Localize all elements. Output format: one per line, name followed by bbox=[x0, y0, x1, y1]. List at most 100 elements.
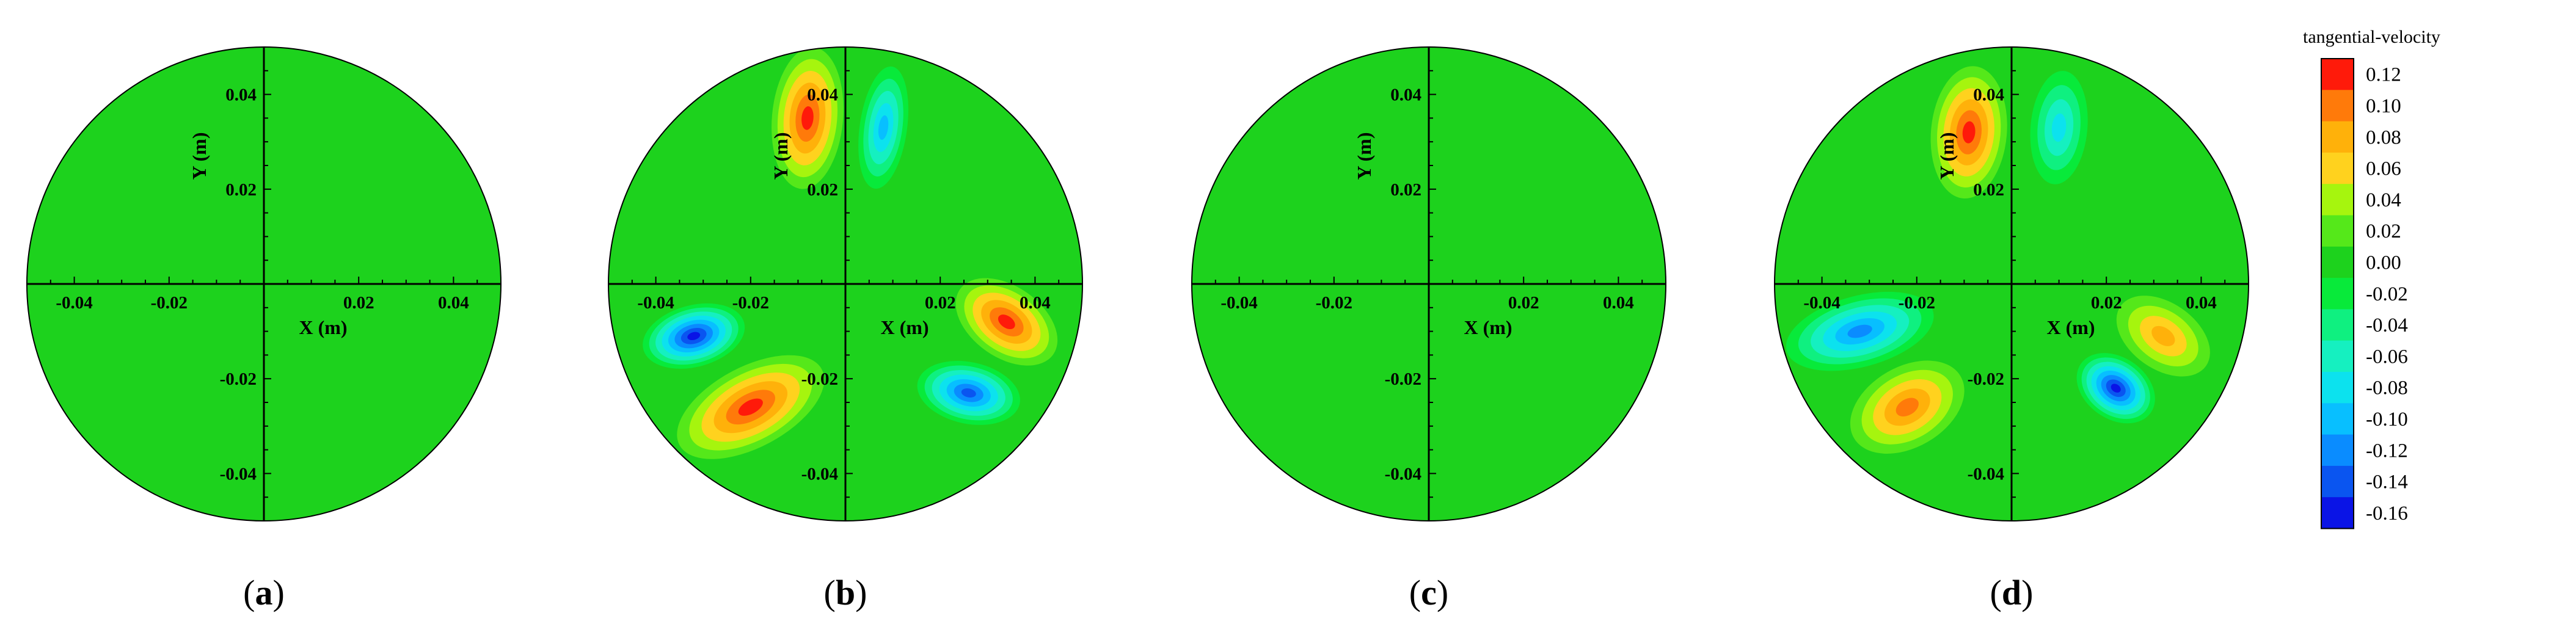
contour-level bbox=[2051, 113, 2067, 142]
colorbar-swatch bbox=[2321, 184, 2354, 216]
y-tick-label: 0.02 bbox=[225, 180, 257, 200]
panel-3: -0.04 -0.02 0.02 0.04 0.04 0.02 -0.02 -0.04 X (m… bbox=[1191, 46, 1666, 612]
panel-label-close: ) bbox=[2021, 573, 2033, 612]
panel-label: (d) bbox=[1990, 573, 2034, 612]
colorbar-tick-label: 0.06 bbox=[2366, 158, 2401, 180]
contour-field bbox=[1786, 66, 2210, 454]
colorbar-swatch bbox=[2321, 465, 2354, 498]
panel-2: -0.04 -0.02 0.02 0.04 0.04 0.02 -0.02 -0.04 X (m… bbox=[608, 46, 1083, 612]
y-tick-label: 0.04 bbox=[225, 85, 257, 105]
velocity-blob bbox=[2076, 353, 2155, 424]
panel-4: -0.04 -0.02 0.02 0.04 0.04 0.02 -0.02 -0.04 X (m… bbox=[1774, 46, 2249, 612]
colorbar-tick-label: -0.10 bbox=[2366, 409, 2408, 430]
colorbar-tick-label: -0.06 bbox=[2366, 346, 2408, 368]
colorbar-title: tangential-velocity bbox=[2303, 27, 2440, 47]
colorbar-swatch bbox=[2321, 215, 2354, 247]
colorbar-tick-label: 0.04 bbox=[2366, 189, 2401, 211]
panel-label: (c) bbox=[1409, 573, 1448, 612]
colorbar-swatch bbox=[2321, 403, 2354, 435]
x-tick-label: -0.02 bbox=[1316, 293, 1352, 313]
y-tick-label: -0.04 bbox=[1968, 464, 2004, 484]
y-tick-label: -0.02 bbox=[220, 369, 257, 389]
panel-label: (a) bbox=[243, 573, 285, 612]
velocity-blob bbox=[955, 278, 1058, 366]
x-tick-label: 0.02 bbox=[925, 293, 956, 313]
panel-label-close: ) bbox=[1437, 573, 1448, 612]
y-axis-label: Y (m) bbox=[1353, 133, 1375, 180]
x-tick-label: -0.04 bbox=[56, 293, 92, 313]
panel-label-close: ) bbox=[855, 573, 867, 612]
panel-label-letter: c bbox=[1421, 573, 1437, 612]
x-tick-label: -0.02 bbox=[732, 293, 769, 313]
colorbar-swatch bbox=[2321, 90, 2354, 122]
velocity-blob bbox=[643, 303, 745, 369]
velocity-blob bbox=[772, 47, 844, 189]
contour-level bbox=[1847, 324, 1872, 338]
velocity-blob bbox=[858, 66, 908, 189]
y-tick-label: -0.02 bbox=[801, 369, 838, 389]
velocity-blob bbox=[2116, 296, 2210, 377]
panel-label-open: ( bbox=[1990, 573, 2002, 612]
x-tick-label: 0.04 bbox=[1603, 293, 1634, 313]
contour-level bbox=[1896, 398, 1919, 417]
y-tick-label: 0.04 bbox=[1390, 85, 1421, 105]
panel-label-letter: d bbox=[2002, 573, 2021, 612]
velocity-blob bbox=[917, 361, 1020, 425]
colorbar-tick-label: -0.12 bbox=[2366, 440, 2408, 462]
colorbar-tick-label: -0.08 bbox=[2366, 377, 2408, 399]
contour-level bbox=[2151, 325, 2175, 346]
panel-label: (b) bbox=[824, 573, 867, 612]
panel-label-open: ( bbox=[243, 573, 255, 612]
y-tick-label: 0.02 bbox=[1390, 180, 1421, 200]
y-tick-label: 0.02 bbox=[1973, 180, 2004, 200]
y-tick-label: -0.04 bbox=[801, 464, 838, 484]
x-tick-label: 0.04 bbox=[2186, 293, 2217, 313]
x-tick-label: 0.04 bbox=[438, 293, 469, 313]
colorbar-swatch bbox=[2321, 152, 2354, 184]
x-axis-label: X (m) bbox=[1464, 316, 1512, 338]
x-tick-label: -0.04 bbox=[1220, 293, 1257, 313]
y-tick-label: 0.04 bbox=[1973, 85, 2004, 105]
x-tick-label: -0.04 bbox=[1803, 293, 1840, 313]
colorbar-swatch bbox=[2321, 340, 2354, 372]
y-tick-label: -0.04 bbox=[220, 464, 257, 484]
x-tick-label: -0.02 bbox=[1899, 293, 1935, 313]
panel-label-close: ) bbox=[273, 573, 285, 612]
velocity-blob bbox=[1786, 291, 1934, 371]
y-tick-label: -0.02 bbox=[1968, 369, 2004, 389]
x-tick-label: -0.04 bbox=[637, 293, 674, 313]
panel-label-letter: a bbox=[255, 573, 273, 612]
velocity-blob bbox=[677, 355, 825, 459]
colorbar-swatch bbox=[2321, 246, 2354, 278]
colorbar-swatch bbox=[2321, 278, 2354, 310]
y-axis-label: Y (m) bbox=[1936, 133, 1958, 180]
panel-label-open: ( bbox=[1409, 573, 1421, 612]
contour-level bbox=[878, 115, 889, 140]
colorbar: tangential-velocity 0.12 0.10 0.08 0.06 0.04 0… bbox=[2303, 27, 2440, 529]
colorbar-swatch bbox=[2321, 434, 2354, 467]
colorbar-tick-label: 0.00 bbox=[2366, 252, 2401, 274]
colorbar-tick-label: -0.16 bbox=[2366, 503, 2408, 525]
contour-level bbox=[2111, 383, 2121, 393]
x-tick-label: 0.02 bbox=[1508, 293, 1539, 313]
colorbar-swatch bbox=[2321, 59, 2354, 90]
y-tick-label: -0.02 bbox=[1385, 369, 1421, 389]
contour-level bbox=[687, 332, 701, 341]
panel-label-letter: b bbox=[836, 573, 855, 612]
contour-level bbox=[801, 106, 814, 130]
y-tick-label: -0.04 bbox=[1385, 464, 1421, 484]
x-axis-label: X (m) bbox=[2046, 316, 2095, 338]
colorbar-outline bbox=[2321, 58, 2354, 529]
colorbar-swatch bbox=[2321, 372, 2354, 404]
colorbar-tick-label: -0.14 bbox=[2366, 471, 2408, 493]
y-axis-label: Y (m) bbox=[770, 133, 792, 180]
velocity-blob bbox=[1930, 66, 2007, 199]
colorbar-tick-label: 0.12 bbox=[2366, 64, 2401, 86]
y-tick-label: 0.04 bbox=[807, 85, 838, 105]
x-axis-label: X (m) bbox=[299, 316, 347, 338]
x-tick-label: -0.02 bbox=[151, 293, 188, 313]
y-axis-label: Y (m) bbox=[188, 133, 210, 180]
velocity-blob bbox=[1850, 360, 1965, 454]
x-tick-label: 0.02 bbox=[2091, 293, 2122, 313]
